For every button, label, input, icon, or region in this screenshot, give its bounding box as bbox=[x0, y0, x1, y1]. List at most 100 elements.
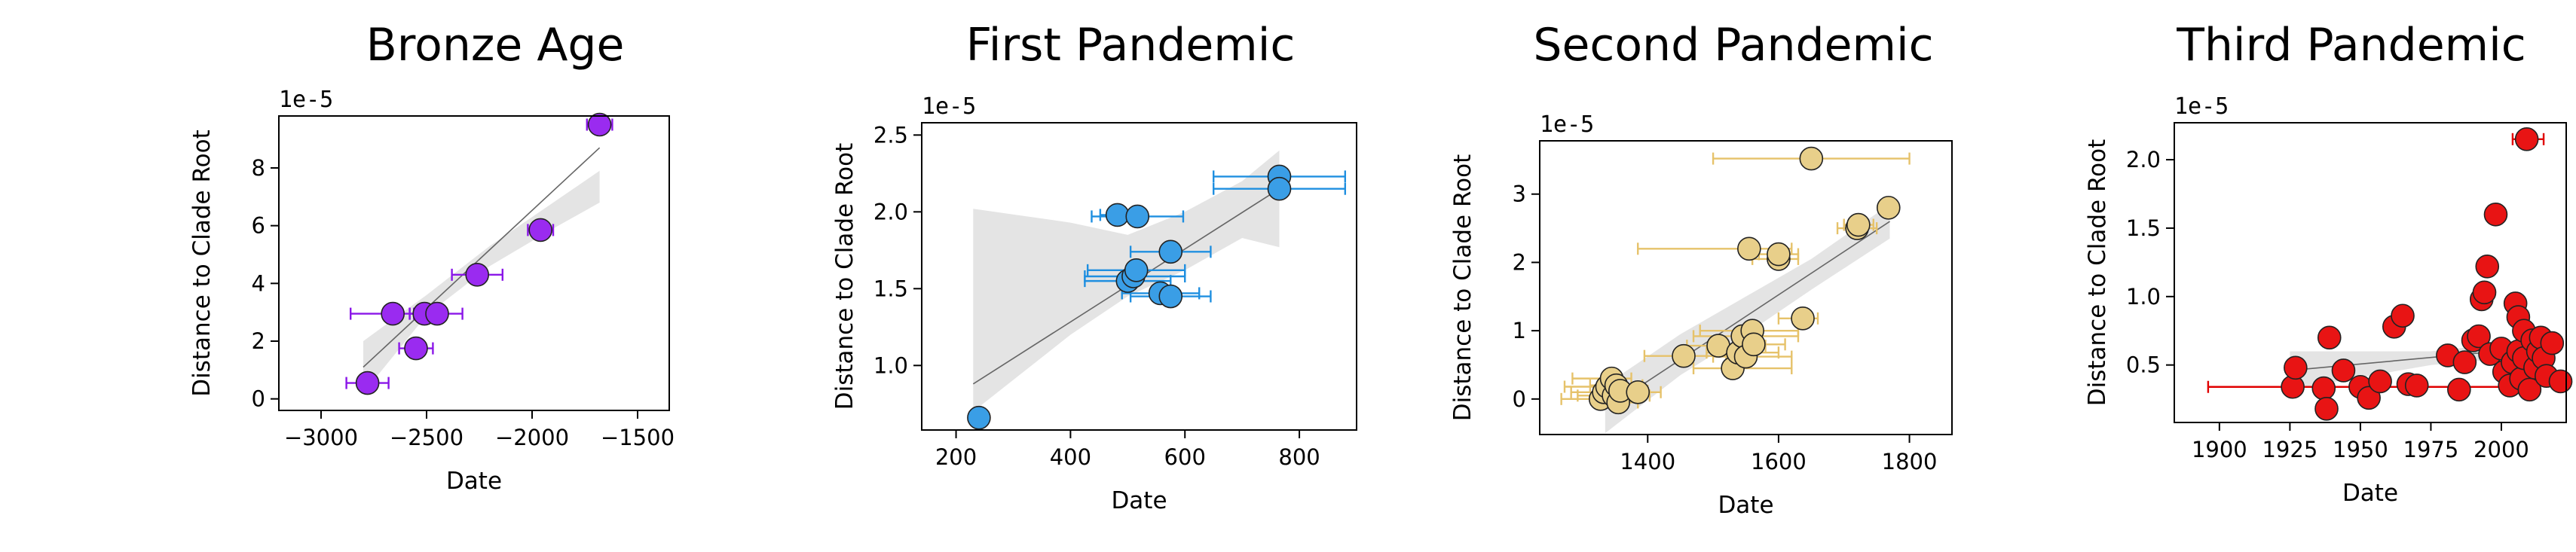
fit-line bbox=[1605, 221, 1890, 410]
x-tick-label: 200 bbox=[935, 444, 977, 470]
data-point bbox=[1672, 343, 1696, 368]
data-point bbox=[355, 371, 380, 395]
confidence-band bbox=[1605, 204, 1890, 434]
y-tick-label: 1.0 bbox=[2126, 284, 2161, 310]
y-tick-label: 2 bbox=[1513, 249, 1526, 275]
data-point bbox=[404, 336, 428, 361]
data-point bbox=[528, 218, 553, 242]
data-point bbox=[2404, 374, 2429, 398]
data-point bbox=[1767, 242, 1791, 267]
x-tick-label: −3000 bbox=[284, 425, 358, 450]
data-point bbox=[1158, 239, 1183, 264]
x-tick-label: 600 bbox=[1164, 444, 1206, 470]
x-tick-label: 1925 bbox=[2262, 437, 2317, 462]
data-point bbox=[1737, 236, 1761, 261]
data-point bbox=[1626, 380, 1651, 404]
y-tick-label: 2.0 bbox=[873, 199, 908, 224]
y-offset-label: 1e-5 bbox=[279, 87, 333, 113]
y-axis-label: Distance to Clade Root bbox=[2084, 139, 2111, 406]
y-offset-label: 1e-5 bbox=[1540, 111, 1594, 138]
data-point bbox=[2447, 377, 2471, 402]
panel-1: Bronze Age −3000 −2500 −2000 −1500 0 2 4 6 8 1e-5 D… bbox=[188, 19, 675, 495]
x-tick-label: −2500 bbox=[390, 425, 463, 450]
data-point bbox=[1742, 332, 1766, 357]
x-axis-label: Date bbox=[2342, 480, 2398, 507]
axes-frame bbox=[2174, 122, 2567, 423]
x-tick-label: 1975 bbox=[2403, 437, 2459, 462]
data-point bbox=[465, 263, 490, 287]
data-point bbox=[1105, 203, 1130, 227]
data-point bbox=[2483, 202, 2508, 227]
y-tick-label: 2 bbox=[252, 328, 265, 354]
y-axis-label: Distance to Clade Root bbox=[188, 130, 216, 396]
y-tick-label: 1.0 bbox=[873, 352, 908, 378]
chart-title: Third Pandemic bbox=[2176, 19, 2526, 72]
chart-title: Second Pandemic bbox=[1533, 19, 1933, 72]
y-tick-label: 3 bbox=[1513, 181, 1526, 207]
data-point bbox=[1791, 306, 1815, 331]
data-point bbox=[2467, 324, 2491, 349]
chart-title: First Pandemic bbox=[966, 19, 1296, 72]
panel-2: First Pandemic 200 400 600 800 1.0 1.5 2.0 2.5 1e… bbox=[831, 19, 1357, 514]
data-point bbox=[2357, 386, 2381, 410]
data-point bbox=[2391, 303, 2415, 328]
y-tick-label: 0 bbox=[252, 386, 265, 412]
x-tick-label: 1950 bbox=[2333, 437, 2388, 462]
data-point bbox=[2472, 280, 2497, 305]
data-point bbox=[2368, 369, 2392, 394]
data-point bbox=[1125, 204, 1150, 229]
data-point bbox=[2452, 350, 2477, 374]
y-tick-label: 2.0 bbox=[2126, 147, 2161, 172]
x-tick-label: 2000 bbox=[2474, 437, 2529, 462]
x-tick-label: −1500 bbox=[601, 425, 675, 450]
data-point bbox=[2517, 377, 2542, 402]
data-point bbox=[1799, 146, 1824, 171]
panel-4: Third Pandemic 1900 1925 1950 1975 2000 0.5 1.0… bbox=[2084, 19, 2573, 507]
x-axis-label: Date bbox=[446, 468, 502, 495]
x-tick-label: 1400 bbox=[1620, 449, 1675, 474]
data-point bbox=[2548, 369, 2573, 394]
x-axis-label: Date bbox=[1111, 487, 1167, 514]
data-point bbox=[2284, 355, 2308, 380]
chart-title: Bronze Age bbox=[366, 19, 625, 72]
data-point bbox=[2311, 376, 2336, 401]
data-point bbox=[2514, 127, 2539, 151]
axes-frame bbox=[278, 115, 670, 411]
data-point bbox=[1846, 212, 1871, 237]
data-point bbox=[425, 301, 449, 326]
y-tick-label: 2.5 bbox=[873, 122, 908, 148]
y-tick-label: 0 bbox=[1513, 386, 1526, 412]
fit-line bbox=[363, 147, 601, 368]
y-axis-label: Distance to Clade Root bbox=[1449, 154, 1476, 421]
x-axis-label: Date bbox=[1718, 492, 1773, 519]
data-point bbox=[1876, 196, 1901, 220]
data-point bbox=[2317, 325, 2342, 350]
x-tick-label: 1800 bbox=[1882, 449, 1938, 474]
x-tick-label: −2000 bbox=[495, 425, 569, 450]
data-point bbox=[381, 301, 405, 326]
axes-frame bbox=[1539, 140, 1953, 435]
y-offset-label: 1e-5 bbox=[2174, 93, 2229, 120]
y-tick-label: 1 bbox=[1513, 318, 1526, 343]
data-point bbox=[2314, 397, 2339, 421]
y-tick-label: 1.5 bbox=[2126, 215, 2161, 241]
x-tick-label: 400 bbox=[1050, 444, 1091, 470]
panel-3: Second Pandemic 1400 1600 1800 0 1 2 3 1e-5 Date D… bbox=[1449, 19, 1953, 519]
y-axis-label: Distance to Clade Root bbox=[831, 143, 858, 410]
y-tick-label: 8 bbox=[252, 155, 265, 181]
y-tick-label: 6 bbox=[252, 213, 265, 239]
data-point bbox=[587, 112, 612, 137]
y-tick-label: 1.5 bbox=[873, 276, 908, 301]
data-point bbox=[967, 405, 991, 430]
y-tick-label: 4 bbox=[252, 270, 265, 296]
data-point bbox=[1158, 284, 1183, 309]
data-point bbox=[2540, 331, 2565, 355]
data-point bbox=[2331, 358, 2356, 383]
data-point bbox=[2475, 255, 2500, 279]
y-tick-label: 0.5 bbox=[2126, 352, 2161, 378]
x-tick-label: 1900 bbox=[2192, 437, 2247, 462]
x-tick-label: 800 bbox=[1278, 444, 1320, 470]
axes-frame bbox=[921, 122, 1357, 431]
y-offset-label: 1e-5 bbox=[922, 93, 976, 120]
